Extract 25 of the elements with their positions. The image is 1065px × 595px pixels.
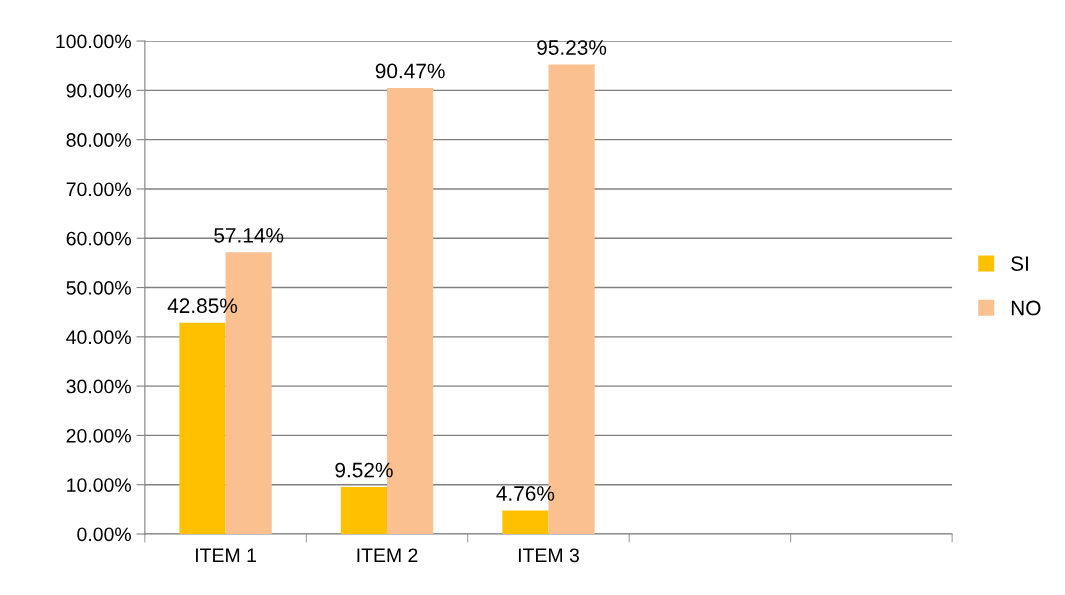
- x-tick-label: ITEM 1: [196, 548, 256, 562]
- y-tick-label: 70.00%: [66, 182, 131, 197]
- bar: [502, 510, 549, 535]
- y-tick-label: 10.00%: [67, 478, 131, 492]
- bar: [340, 487, 388, 535]
- y-tick-label: 90.00%: [66, 83, 131, 98]
- x-tick-label: ITEM 3: [518, 548, 579, 563]
- y-tick-label: 80.00%: [66, 133, 131, 147]
- x-tick-label: ITEM 2: [357, 548, 418, 562]
- data-label: 57.14%: [214, 228, 284, 243]
- data-label: 42.85%: [167, 298, 238, 314]
- y-tick-label: 0.00%: [77, 527, 131, 542]
- y-tick-label: 30.00%: [66, 379, 131, 394]
- data-label: 95.23%: [537, 40, 607, 55]
- data-label: 9.52%: [335, 462, 393, 478]
- legend-label: SI: [1011, 256, 1028, 271]
- y-tick-label: 40.00%: [66, 330, 131, 345]
- y-tick-label: 20.00%: [66, 428, 131, 443]
- y-tick-label: 60.00%: [66, 231, 131, 246]
- y-tick-label: 50.00%: [66, 281, 131, 295]
- bar: [179, 322, 226, 535]
- y-tick-label: 100.00%: [56, 34, 131, 49]
- data-label: 4.76%: [496, 486, 555, 501]
- legend-label: NO: [1011, 300, 1041, 316]
- data-label: 90.47%: [375, 63, 445, 79]
